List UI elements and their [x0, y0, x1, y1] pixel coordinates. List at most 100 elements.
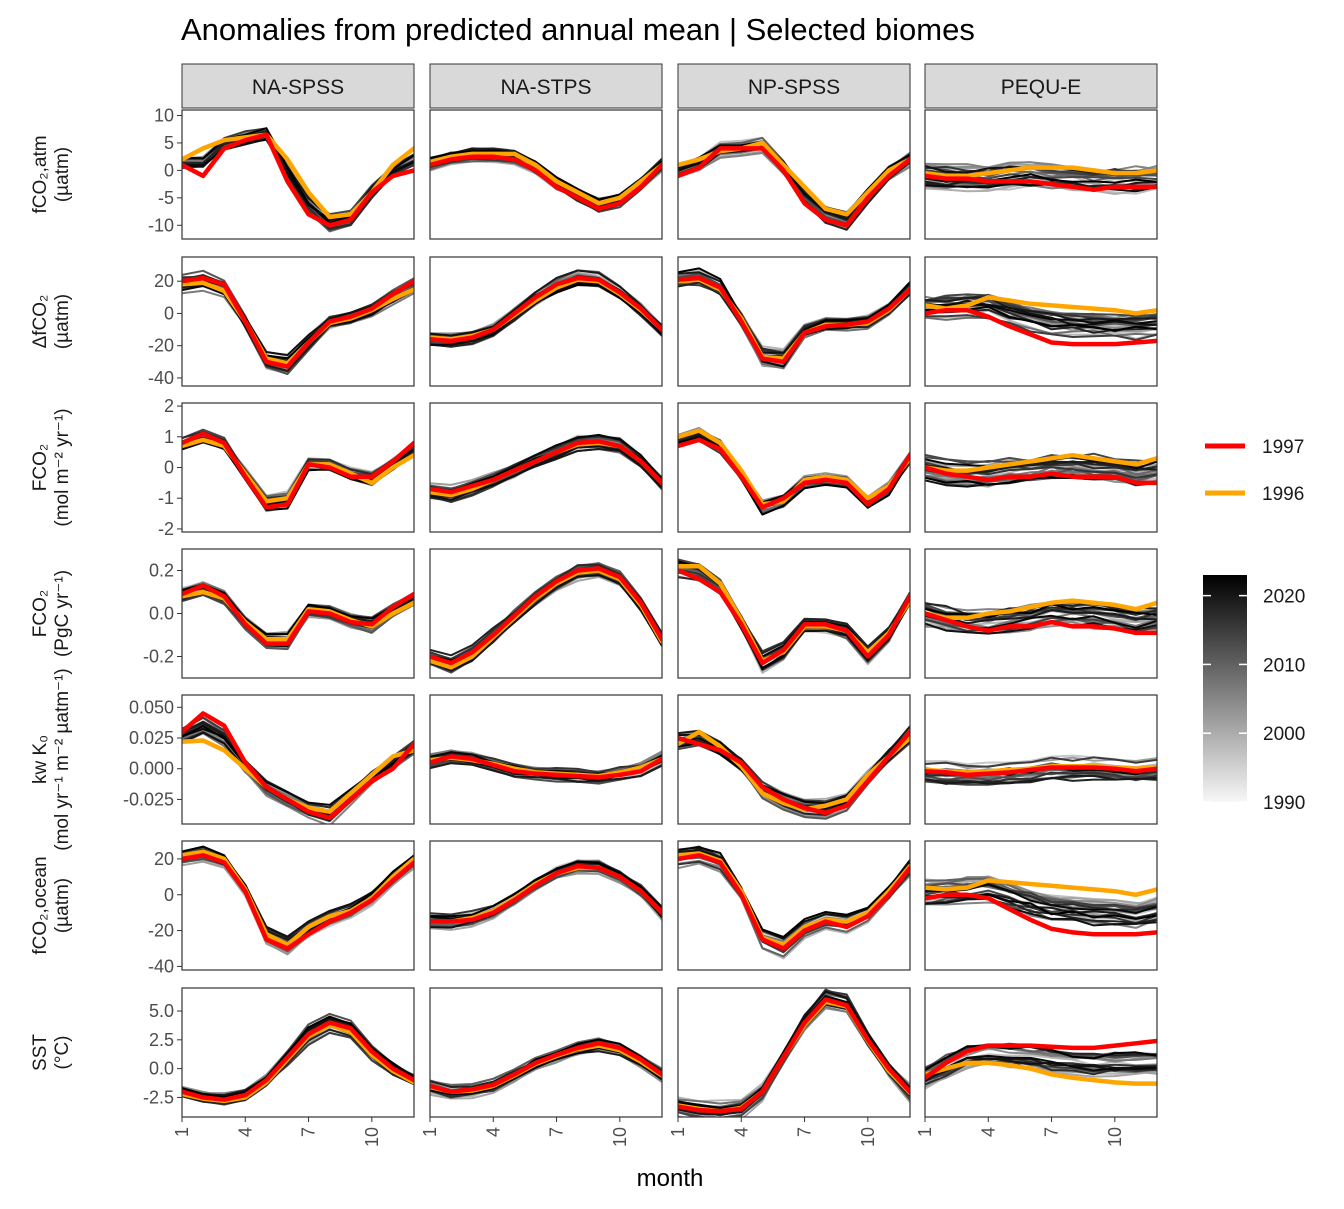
y-tick-label: 2.5 [149, 1030, 174, 1050]
y-tick-label: 5 [164, 133, 174, 153]
legend: 1997 1996 2020 2010 2000 1990 [1203, 437, 1305, 814]
panel [429, 402, 663, 533]
series-line-1996 [678, 729, 910, 812]
y-tick-label: 0 [164, 885, 174, 905]
colorbar-tick-label: 1990 [1263, 793, 1305, 814]
facet-strip [181, 63, 415, 109]
legend-label-1997: 1997 [1262, 437, 1304, 458]
panel [677, 256, 911, 387]
series-line-1997 [430, 754, 662, 780]
panel [677, 840, 911, 971]
facet-strip-label: NP-SPSS [748, 76, 840, 99]
panel-border [677, 256, 911, 387]
panel-border [181, 256, 415, 387]
y-tick-label: 0 [164, 303, 174, 323]
x-tick-label: 1 [420, 1127, 440, 1137]
background-year-line [925, 299, 1157, 326]
background-year-line [182, 130, 414, 218]
series-line-1997 [925, 892, 1157, 937]
y-tick-label: -20 [148, 336, 174, 356]
series-line-1997 [182, 431, 414, 510]
background-year-line [430, 860, 662, 918]
panel [429, 256, 663, 387]
panel [429, 840, 663, 971]
background-year-line [925, 300, 1157, 327]
panel-border [429, 987, 663, 1118]
background-year-line [925, 880, 1157, 912]
panel [677, 987, 911, 1118]
background-year-line [925, 774, 1157, 785]
series-line-1996 [925, 1060, 1157, 1086]
background-year-line [925, 897, 1157, 927]
panel-border [181, 402, 415, 533]
panel-border [429, 402, 663, 533]
series-line-1996 [925, 598, 1157, 621]
series-line-1997 [925, 307, 1157, 347]
panel-border [677, 109, 911, 240]
panel [429, 548, 663, 679]
series-line-1996 [925, 452, 1157, 473]
panel-border [677, 987, 911, 1118]
panel-border [429, 840, 663, 971]
facet-strip-label: NA-STPS [500, 76, 591, 99]
panel-border [677, 402, 911, 533]
y-tick-label: 2 [164, 396, 174, 416]
series-line-1997 [678, 729, 910, 816]
background-year-line [182, 583, 414, 636]
panel-border [677, 694, 911, 825]
background-year-line [925, 771, 1157, 784]
facet-strip-label: PEQU-E [1001, 76, 1082, 99]
panel-border [924, 987, 1158, 1118]
series-line-1997 [430, 154, 662, 212]
colorbar [1203, 575, 1247, 802]
x-tick-label: 10 [1105, 1127, 1125, 1147]
panel-border [677, 840, 911, 971]
series-line-1997 [925, 765, 1157, 778]
background-year-line [925, 893, 1157, 924]
x-tick-label: 4 [978, 1127, 998, 1137]
series-line-1997 [430, 275, 662, 344]
panel-border [429, 548, 663, 679]
row-axis-label: ΔfCO₂(µatm) [30, 294, 73, 349]
panel-border [181, 987, 415, 1118]
series-line-1997 [430, 439, 662, 495]
series-line-1997 [678, 568, 910, 666]
panel-border [429, 256, 663, 387]
panel [677, 548, 911, 679]
y-tick-label: 10 [154, 105, 174, 125]
x-tick-label: 7 [795, 1127, 815, 1137]
background-year-line [430, 445, 662, 501]
panel-border [924, 840, 1158, 971]
row-axis-label: SST(°C) [30, 1034, 73, 1071]
panel [429, 987, 663, 1118]
background-year-line [925, 609, 1157, 625]
y-tick-label: -40 [148, 368, 174, 388]
y-tick-label: -5 [158, 188, 174, 208]
background-year-line [430, 762, 662, 783]
y-tick-label: -1 [158, 488, 174, 508]
panel-border [429, 694, 663, 825]
series-line-1997 [678, 146, 910, 228]
series-line-1997 [182, 1020, 414, 1102]
panel [924, 402, 1158, 533]
y-tick-label: -0.025 [123, 789, 174, 809]
row-axis-label: kw K₀(mol yr⁻¹ m⁻² µatm⁻¹) [30, 668, 73, 850]
y-tick-label: -0.2 [143, 647, 174, 667]
y-tick-label: 0.050 [129, 697, 174, 717]
background-year-line [925, 1054, 1157, 1083]
x-tick-label: 4 [483, 1127, 503, 1137]
x-tick-label: 7 [547, 1127, 567, 1137]
panel [924, 256, 1158, 387]
x-tick-label: 1 [172, 1127, 192, 1137]
x-tick-label: 4 [235, 1127, 255, 1137]
legend-label-1996: 1996 [1262, 484, 1304, 505]
panel [924, 840, 1158, 971]
y-tick-label: -10 [148, 215, 174, 235]
y-tick-label: 0 [164, 160, 174, 180]
y-tick-label: 0.0 [149, 1059, 174, 1079]
row-axis-label: fCO₂,atm(µatm) [30, 135, 73, 213]
panel-border [181, 548, 415, 679]
row-axis-label: FCO₂(PgC yr⁻¹) [30, 570, 73, 657]
panel-grid: NA-SPSS NA-STPS NP-SPSS PEQU-E fCO₂,atm(µatm… [30, 63, 1158, 1147]
series-line-1997 [678, 275, 910, 365]
